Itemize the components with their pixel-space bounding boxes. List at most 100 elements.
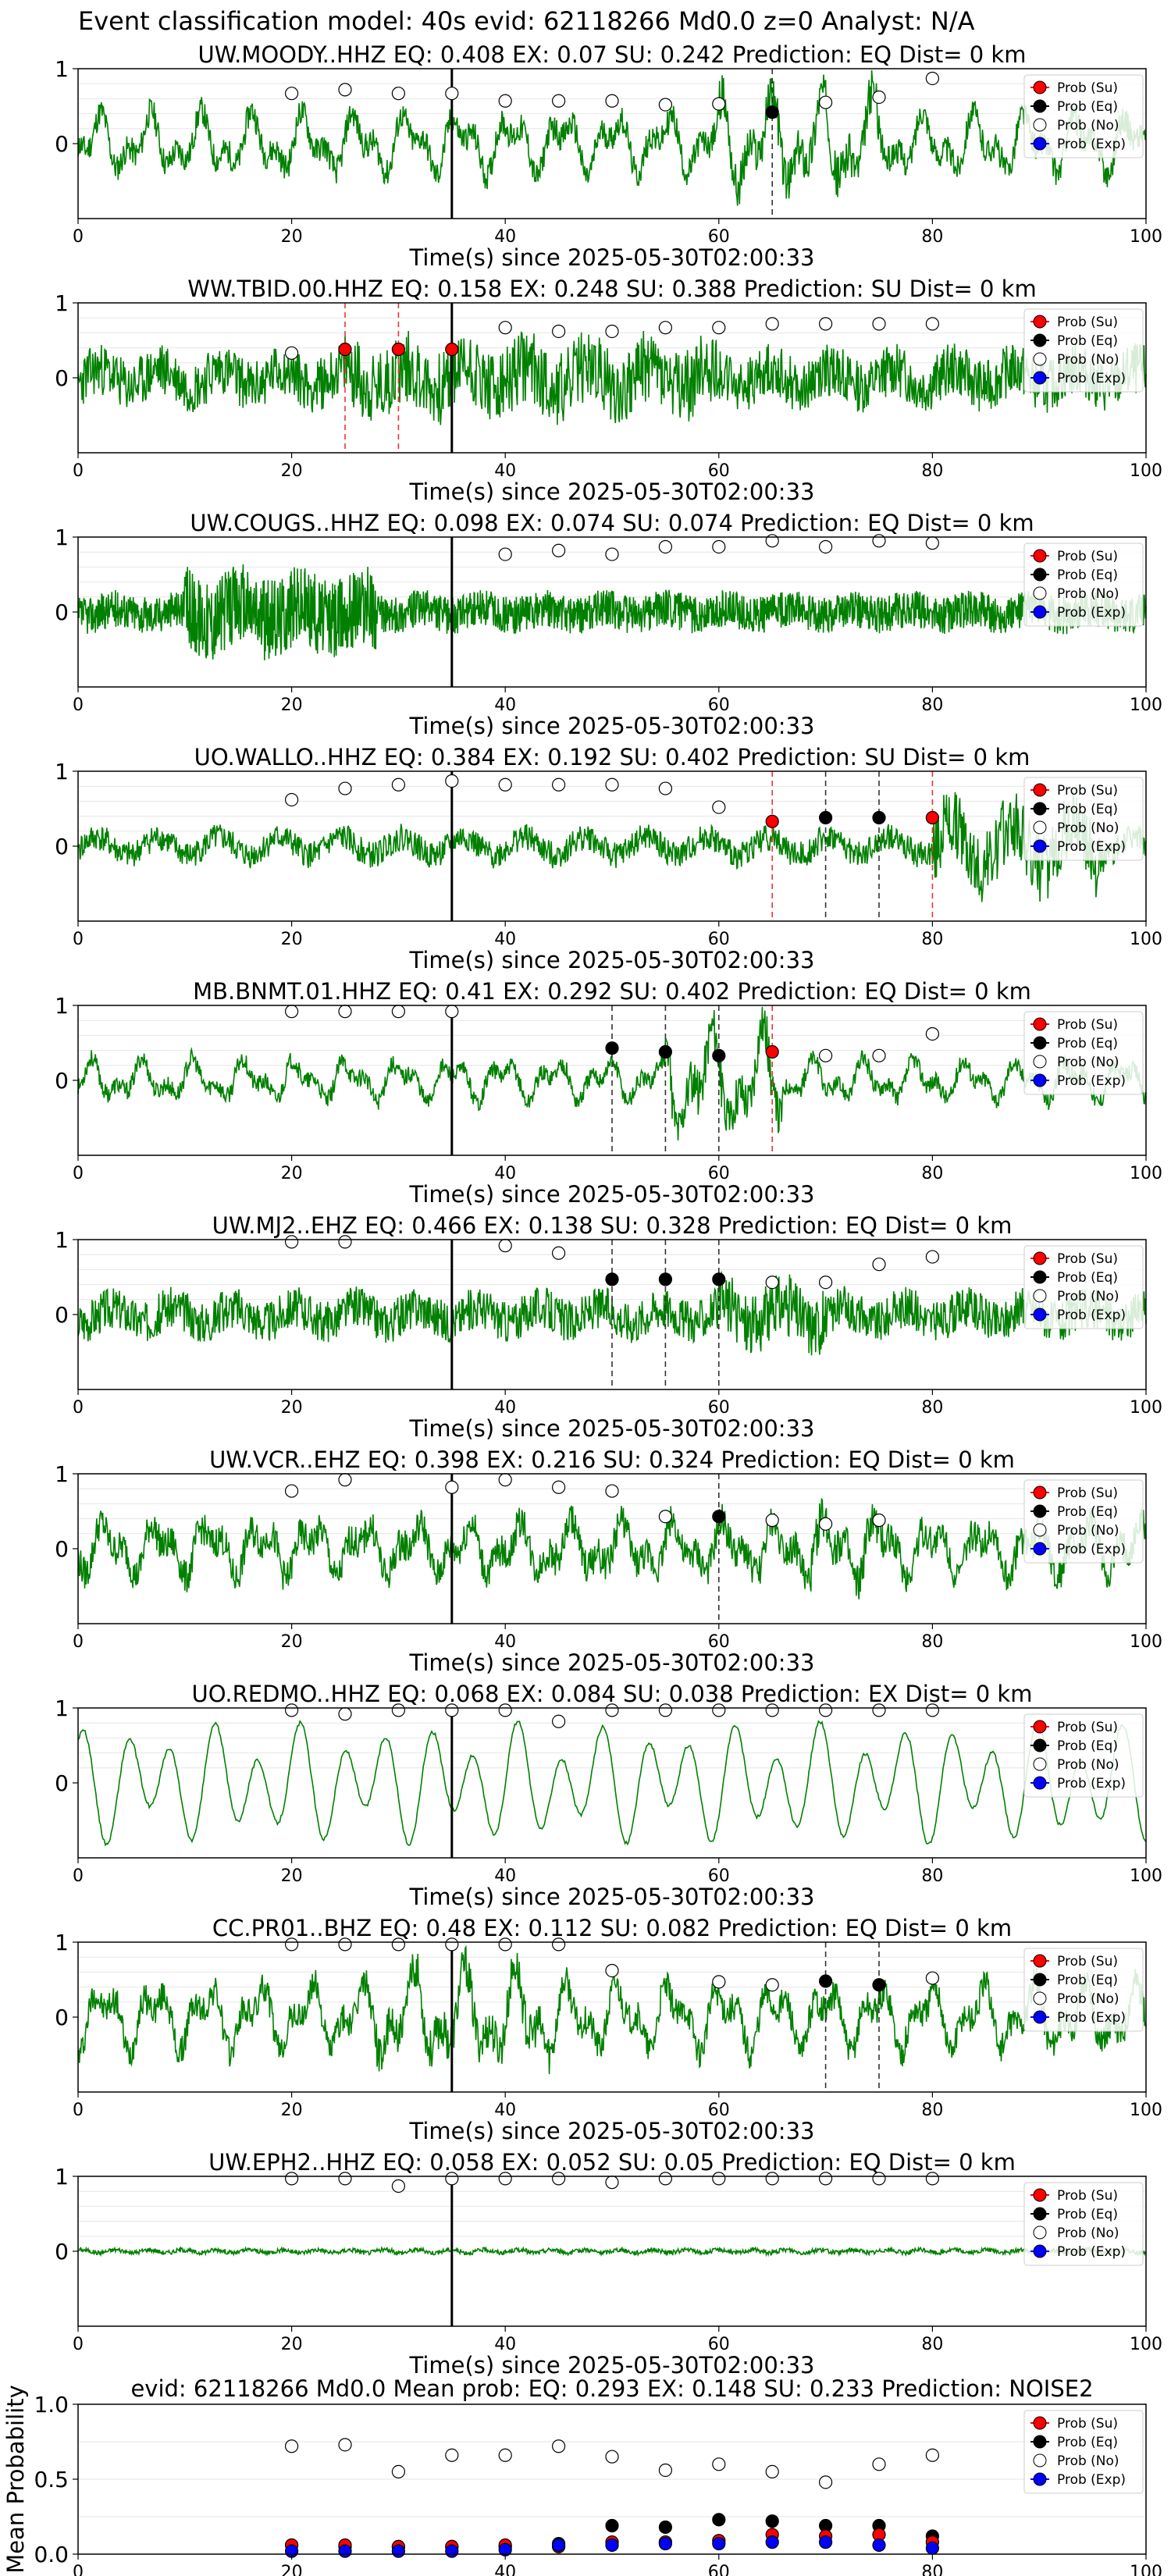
y-tick-label: 1 <box>55 993 69 1019</box>
x-tick-label: 60 <box>708 2101 730 2120</box>
legend-label: Prob (Exp) <box>1057 371 1126 386</box>
x-tick-label: 20 <box>281 461 303 481</box>
prob-no-point <box>658 321 673 335</box>
x-tick-label: 40 <box>494 2101 516 2120</box>
legend-marker <box>1033 1073 1047 1087</box>
prob-no-point <box>765 2172 779 2186</box>
x-tick-label: 20 <box>281 696 303 715</box>
x-tick-label: 0 <box>73 461 84 481</box>
prob-no-point <box>391 1703 405 1717</box>
prob-no-point <box>498 1239 512 1253</box>
prob-no-point <box>658 539 673 554</box>
legend-label: Prob (Su) <box>1057 315 1118 330</box>
prob-no-point <box>925 1971 940 1985</box>
panel-6: UW.MJ2..EHZ EQ: 0.466 EX: 0.138 SU: 0.32… <box>55 1212 1162 1442</box>
prob-no-point <box>498 547 512 561</box>
y-tick-label: 0 <box>55 365 69 391</box>
x-tick-label: 0 <box>73 1866 84 1886</box>
x-tick-label: 60 <box>708 1866 730 1886</box>
prob-no-point <box>605 547 619 561</box>
prob-no-point <box>338 1707 352 1721</box>
y-tick-label: 0 <box>55 2005 69 2030</box>
prob-no-point <box>498 321 512 335</box>
summary-exp-point <box>391 2544 405 2558</box>
legend-box <box>1023 543 1144 627</box>
x-tick-label: 60 <box>708 461 730 481</box>
legend-label: Prob (Exp) <box>1057 2472 1126 2488</box>
x-tick-label: 80 <box>921 461 943 481</box>
x-tick-label: 80 <box>921 930 943 949</box>
y-tick-label: 1 <box>55 56 69 82</box>
legend-label: Prob (Exp) <box>1057 1542 1126 1557</box>
legend-marker <box>1033 2226 1047 2240</box>
prob-no-point <box>712 800 726 814</box>
prob-no-point <box>818 1703 833 1717</box>
legend-marker <box>1033 568 1047 582</box>
x-tick-label: 80 <box>921 2335 943 2354</box>
legend-marker <box>1033 315 1047 329</box>
waveform-trace <box>77 564 1147 660</box>
summary-no-point <box>872 2457 886 2471</box>
legend-marker <box>1033 1270 1047 1284</box>
y-tick-label: 0 <box>55 1770 69 1796</box>
waveform-trace <box>77 791 1147 902</box>
prob-no-point <box>872 534 886 548</box>
legend-marker <box>1033 605 1047 619</box>
panel-title: UO.REDMO..HHZ EQ: 0.068 EX: 0.084 SU: 0.… <box>192 1681 1033 1707</box>
prob-no-point <box>658 1510 673 1524</box>
y-tick-label: 1 <box>55 2164 69 2190</box>
prob-no-point <box>818 317 833 331</box>
y-tick-label: 0 <box>55 1068 69 1094</box>
legend-box <box>1023 1948 1144 2032</box>
legend-marker <box>1033 783 1047 797</box>
panel-4: UO.WALLO..HHZ EQ: 0.384 EX: 0.192 SU: 0.… <box>55 744 1162 973</box>
legend-marker <box>1033 1542 1047 1556</box>
prob-no-point <box>338 2172 352 2186</box>
y-tick-label: 1 <box>55 1227 69 1253</box>
prob-eq-point <box>658 1044 673 1059</box>
prob-no-point <box>872 1513 886 1528</box>
panel-title: UO.WALLO..HHZ EQ: 0.384 EX: 0.192 SU: 0.… <box>194 744 1030 770</box>
legend-marker <box>1033 1776 1047 1790</box>
summary-no-point <box>605 2450 619 2464</box>
legend-label: Prob (Su) <box>1057 1485 1118 1501</box>
prob-no-point <box>818 539 833 554</box>
x-tick-label: 40 <box>494 696 516 715</box>
summary-exp-point <box>605 2538 619 2553</box>
legend-label: Prob (No) <box>1057 352 1119 368</box>
prob-no-point <box>658 98 673 112</box>
summary-no-point <box>925 2448 940 2462</box>
legend-box <box>1023 1479 1144 1564</box>
legend-marker <box>1033 1308 1047 1322</box>
prob-no-point <box>338 1937 352 1952</box>
prob-eq-point <box>605 1041 619 1055</box>
legend-marker <box>1033 2244 1047 2258</box>
x-axis-label: Time(s) since 2025-05-30T02:00:33 <box>409 713 815 739</box>
prob-no-point <box>445 87 459 101</box>
x-tick-label: 100 <box>1130 1164 1162 1183</box>
y-tick-label: 0.0 <box>34 2542 69 2567</box>
waveform-trace <box>77 1006 1147 1140</box>
prob-no-point <box>551 777 566 792</box>
prob-eq-point <box>712 1510 726 1524</box>
prob-no-point <box>658 781 673 795</box>
x-tick-label: 80 <box>921 1866 943 1886</box>
x-tick-label: 100 <box>1130 2335 1162 2354</box>
x-tick-label: 0 <box>73 227 84 247</box>
legend-marker <box>1033 2472 1047 2486</box>
legend-label: Prob (Eq) <box>1057 333 1118 349</box>
legend-label: Prob (No) <box>1057 2226 1119 2241</box>
prob-eq-point <box>818 1974 833 1988</box>
prob-no-point <box>658 1703 673 1717</box>
panel-title: WW.TBID.00.HHZ EQ: 0.158 EX: 0.248 SU: 0… <box>187 276 1036 302</box>
y-tick-label: 1 <box>55 1695 69 1721</box>
x-tick-label: 80 <box>921 1398 943 1418</box>
prob-no-point <box>551 324 566 339</box>
panel-title: CC.PR01..BHZ EQ: 0.48 EX: 0.112 SU: 0.08… <box>212 1915 1012 1941</box>
prob-su-point <box>338 342 352 357</box>
waveform-trace <box>77 1944 1147 2075</box>
legend-box <box>1023 1713 1144 1798</box>
x-tick-label: 100 <box>1130 930 1162 949</box>
legend-label: Prob (Eq) <box>1057 568 1118 583</box>
